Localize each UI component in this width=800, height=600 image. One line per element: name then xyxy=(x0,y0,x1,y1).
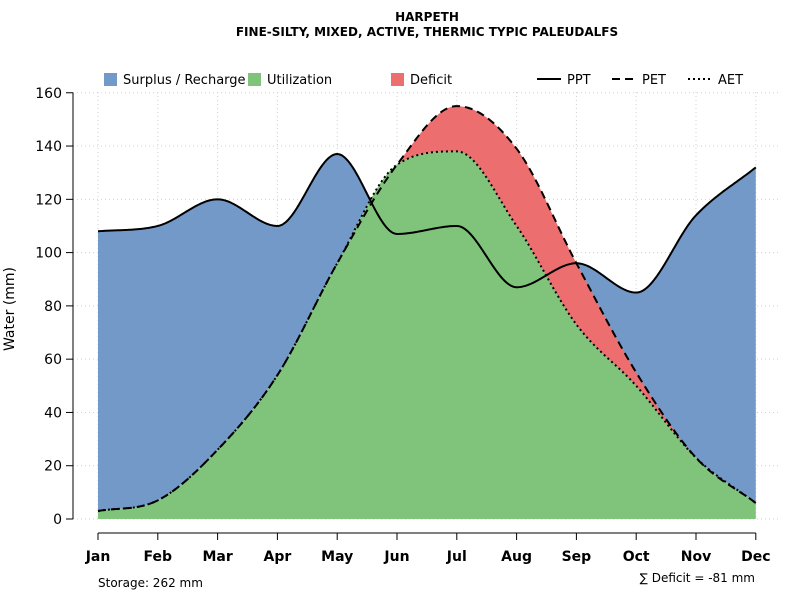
legend-swatch-utilization xyxy=(248,73,261,86)
legend-label: PPT xyxy=(567,73,591,88)
legend-swatch-surplus-recharge xyxy=(104,73,117,86)
chart-title: HARPETH xyxy=(395,10,459,24)
legend-label: Deficit xyxy=(410,73,452,88)
x-tick-label-jan: Jan xyxy=(85,549,111,565)
aet-line xyxy=(97,150,757,512)
y-tick-label: 40 xyxy=(44,405,62,421)
chart-subtitle: FINE-SILTY, MIXED, ACTIVE, THERMIC TYPIC… xyxy=(236,25,618,39)
storage-annotation: Storage: 262 mm xyxy=(98,576,203,590)
x-tick-label-feb: Feb xyxy=(144,549,173,565)
y-tick-label: 60 xyxy=(44,352,62,368)
y-tick-label: 80 xyxy=(44,299,62,315)
axes: 0 20 40 60 80 100 120 140 160 Jan Feb Mar Apr May Jun J… xyxy=(35,86,770,565)
y-tick-label: 0 xyxy=(53,512,62,528)
utilization-area xyxy=(98,151,756,519)
areas xyxy=(98,106,756,519)
series-lines xyxy=(97,105,757,512)
x-tick-label-dec: Dec xyxy=(741,549,770,565)
x-tick-label-oct: Oct xyxy=(623,549,650,565)
x-tick-label-sep: Sep xyxy=(562,549,592,565)
legend-label: AET xyxy=(718,73,743,88)
y-tick-label: 140 xyxy=(35,139,62,155)
x-tick-label-aug: Aug xyxy=(501,549,532,565)
x-tick-label-jul: Jul xyxy=(446,549,467,565)
ppt-line xyxy=(97,153,757,294)
x-tick-label-nov: Nov xyxy=(681,549,711,565)
x-tick-label-apr: Apr xyxy=(264,549,292,565)
x-tick-label-mar: Mar xyxy=(202,549,232,565)
deficit-annotation: ∑ Deficit = -81 mm xyxy=(640,571,755,585)
legend-label: Surplus / Recharge xyxy=(123,73,246,88)
y-tick-label: 160 xyxy=(35,86,62,102)
legend-label: Utilization xyxy=(267,73,332,88)
legend: Surplus / Recharge Utilization Deficit PPT P… xyxy=(104,73,743,88)
y-tick-label: 120 xyxy=(35,192,62,208)
x-tick-label-jun: Jun xyxy=(383,549,409,565)
legend-label: PET xyxy=(642,73,666,88)
y-axis-label: Water (mm) xyxy=(2,267,18,351)
y-tick-label: 20 xyxy=(44,459,62,475)
x-tick-label-may: May xyxy=(321,549,353,565)
surplus-recharge-area xyxy=(98,151,756,512)
legend-swatch-deficit xyxy=(391,73,404,86)
y-tick-label: 100 xyxy=(35,246,62,262)
pet-line xyxy=(97,105,757,512)
